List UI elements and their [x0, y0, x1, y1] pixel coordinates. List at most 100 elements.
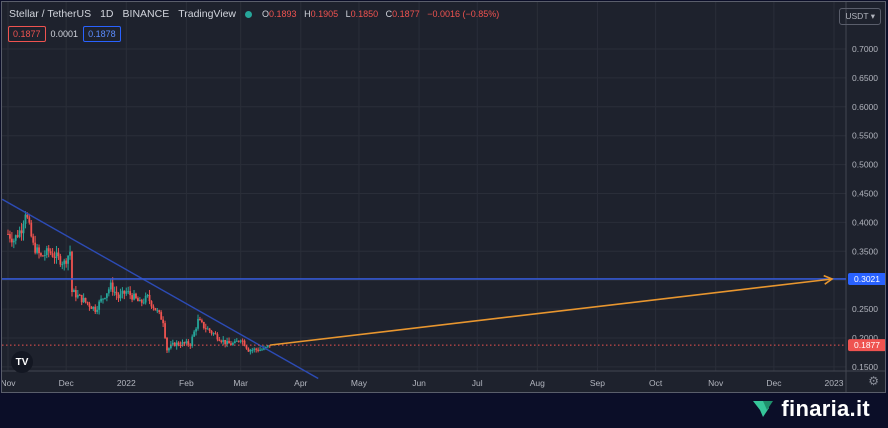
- candle-body: [239, 340, 242, 342]
- x-tick-label: Dec: [59, 378, 75, 388]
- candle-body: [199, 318, 201, 321]
- candle-body: [261, 349, 263, 351]
- candle-body: [253, 348, 256, 350]
- candle-body: [42, 255, 44, 257]
- candle-body: [142, 302, 145, 304]
- candle-body: [125, 291, 128, 294]
- brand-watermark: finaria.it: [751, 396, 870, 422]
- candle-body: [100, 298, 102, 302]
- candle-body: [206, 328, 209, 330]
- candle-body: [113, 291, 116, 293]
- candle-body: [43, 255, 46, 257]
- y-tick-label: 0.4000: [852, 217, 878, 227]
- x-tick-label: Aug: [530, 378, 545, 388]
- candle-body: [30, 222, 33, 237]
- x-tick-label: Dec: [766, 378, 782, 388]
- candle-body: [169, 344, 172, 349]
- symbol-name[interactable]: Stellar / TetherUS: [9, 8, 92, 20]
- candle-body: [102, 298, 104, 300]
- ohlc-change: −0.0016 (−0.85%): [427, 9, 500, 19]
- candle-body: [22, 223, 25, 234]
- candle-body: [18, 230, 21, 237]
- candle-body: [154, 308, 157, 311]
- candle-body: [164, 323, 166, 338]
- candle-body: [158, 310, 161, 313]
- candle-body: [63, 260, 66, 265]
- candle-body: [38, 247, 40, 254]
- price-chart[interactable]: 0.7000 0.6500 0.6000 0.5500 0.5000 0.4500 0.40…: [2, 2, 886, 393]
- market-status-icon: [245, 10, 252, 18]
- candle-body: [152, 306, 155, 309]
- chart-panel[interactable]: 0.7000 0.6500 0.6000 0.5500 0.5000 0.4500 0.40…: [1, 1, 886, 393]
- candle-body: [245, 346, 248, 349]
- last-price-label: 0.1877: [854, 340, 880, 350]
- candle-body: [69, 251, 71, 256]
- projection-arrow-line: [269, 278, 833, 346]
- candle-body: [138, 299, 141, 302]
- candle-body: [177, 342, 180, 346]
- candle-body: [121, 290, 124, 294]
- candle-body: [179, 345, 182, 347]
- candle-body: [49, 251, 52, 254]
- interval-label[interactable]: 1D: [100, 8, 114, 20]
- candle-body: [80, 294, 83, 303]
- candle-body: [204, 328, 207, 330]
- candle-body: [193, 331, 196, 337]
- candle-body: [140, 299, 143, 303]
- candle-body: [123, 290, 126, 294]
- candle-body: [187, 341, 190, 345]
- candle-body: [148, 294, 151, 302]
- candle-body: [131, 295, 133, 300]
- candle-body: [76, 294, 79, 298]
- x-tick-label: Sep: [590, 378, 605, 388]
- candle-body: [96, 309, 99, 312]
- candle-body: [57, 252, 60, 257]
- level-price-label-bg: [848, 272, 885, 285]
- candle-body: [146, 294, 149, 296]
- candle-body: [59, 256, 62, 265]
- candle-body: [175, 342, 178, 347]
- settings-gear-icon[interactable]: ⚙: [868, 374, 879, 388]
- candle-body: [133, 293, 135, 300]
- candle-body: [28, 217, 31, 223]
- candle-body: [135, 293, 137, 299]
- x-tick-label: Nov: [2, 378, 16, 388]
- x-tick-label: Apr: [294, 378, 307, 388]
- tradingview-logo-icon[interactable]: TV: [11, 351, 33, 373]
- x-tick-label: May: [351, 378, 368, 388]
- y-tick-label: 0.6500: [852, 73, 878, 83]
- currency-selector[interactable]: USDT ▾: [839, 8, 881, 25]
- candle-body: [255, 348, 258, 350]
- buy-price-button[interactable]: 0.1878: [83, 26, 121, 42]
- candle-body: [212, 333, 215, 335]
- candle-body: [7, 233, 9, 235]
- candle-body: [10, 238, 13, 243]
- candle-body: [47, 248, 50, 252]
- sell-price-button[interactable]: 0.1877: [8, 26, 46, 42]
- candle-body: [173, 342, 176, 347]
- ohlc-close: 0.1877: [392, 9, 420, 19]
- candle-body: [171, 342, 174, 345]
- projection-arrow-head: [823, 274, 834, 285]
- candle-body: [230, 343, 232, 345]
- candle-body: [119, 293, 122, 299]
- candle-body: [241, 340, 244, 342]
- candle-body: [9, 234, 11, 239]
- candle-body: [12, 240, 15, 243]
- candle-body: [202, 322, 205, 329]
- candle-body: [16, 235, 19, 237]
- candle-body: [40, 253, 42, 256]
- candle-body: [210, 331, 213, 334]
- y-tick-label: 0.5500: [852, 131, 878, 141]
- descending-trendline: [2, 198, 319, 380]
- candle-body: [98, 301, 101, 310]
- candle-body: [82, 297, 85, 303]
- candle-body: [51, 253, 54, 257]
- candle-body: [224, 339, 227, 345]
- candle-body: [127, 291, 130, 293]
- x-tick-label: 2023: [825, 378, 844, 388]
- candle-body: [264, 346, 267, 349]
- x-tick-label: Nov: [708, 378, 724, 388]
- candle-body: [67, 255, 70, 264]
- candle-body: [90, 306, 93, 309]
